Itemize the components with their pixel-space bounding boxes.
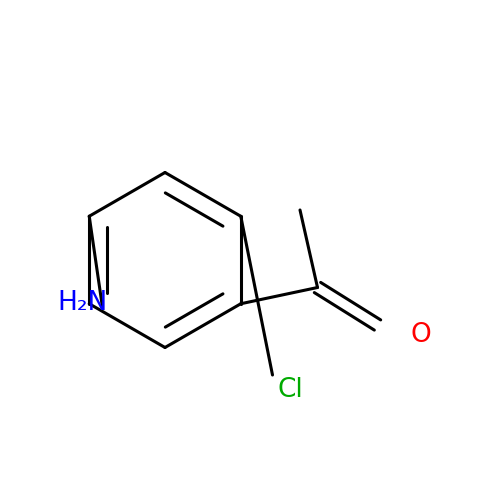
Text: Cl: Cl (278, 377, 303, 403)
Text: H₂N: H₂N (58, 290, 108, 316)
Text: O: O (410, 322, 431, 348)
